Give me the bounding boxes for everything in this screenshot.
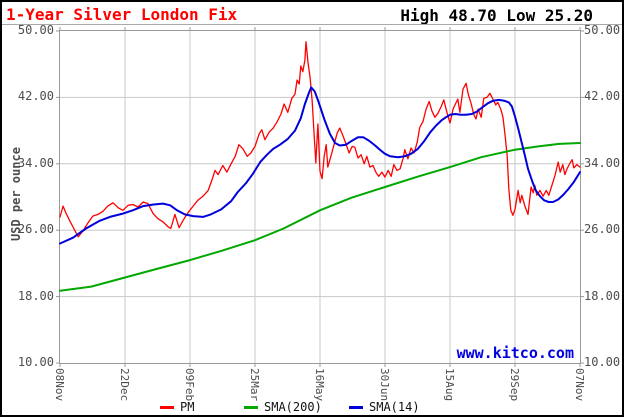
x-tick-label: 25Mar — [248, 368, 261, 402]
x-tick-label: 29Sep — [508, 368, 521, 402]
chart-title: 1-Year Silver London Fix — [6, 5, 238, 24]
legend-label-sma200: SMA(200) — [264, 400, 322, 414]
legend-label-pm: PM — [180, 400, 195, 414]
x-tick-label: 16May — [313, 368, 326, 402]
chart-legend: PM SMA(200) SMA(14) — [2, 400, 622, 415]
title-divider — [2, 24, 622, 25]
series-sma-200- — [59, 142, 581, 292]
y-tick-label-left: 18.00 — [17, 289, 54, 303]
y-tick-label-right: 10.00 — [584, 355, 621, 369]
y-tick-label-right: 26.00 — [584, 222, 621, 236]
series-pm — [59, 41, 581, 238]
y-tick-label-left: 26.00 — [17, 222, 54, 236]
y-tick-label-left: 42.00 — [17, 89, 54, 103]
x-tick-label: 07Nov — [573, 368, 586, 402]
sma200-line-swatch — [244, 405, 258, 409]
legend-item-pm: PM — [160, 400, 194, 414]
y-tick-label-right: 18.00 — [584, 289, 621, 303]
y-tick-label-left: 10.00 — [17, 355, 54, 369]
high-low-readout: High 48.70 Low 25.20 — [400, 6, 593, 25]
sma14-line-swatch — [349, 405, 363, 409]
y-tick-label-right: 50.00 — [584, 23, 621, 37]
x-tick-label: 22Dec — [118, 368, 131, 402]
y-tick-label-right: 42.00 — [584, 89, 621, 103]
x-tick-label: 15Aug — [443, 368, 456, 402]
chart-canvas — [56, 27, 584, 367]
kitco-watermark-link[interactable]: www.kitco.com — [456, 344, 574, 362]
x-tick-label: 09Feb — [183, 368, 196, 402]
y-tick-label-left: 50.00 — [17, 23, 54, 37]
y-tick-label-right: 34.00 — [584, 156, 621, 170]
pm-line-swatch — [160, 405, 174, 409]
y-tick-label-left: 34.00 — [17, 156, 54, 170]
x-tick-label: 08Nov — [53, 368, 66, 402]
plot-area — [56, 27, 584, 367]
legend-item-sma200: SMA(200) — [244, 400, 322, 414]
series-sma-14- — [59, 86, 581, 245]
x-tick-label: 30Jun — [378, 368, 391, 402]
legend-label-sma14: SMA(14) — [369, 400, 420, 414]
legend-item-sma14: SMA(14) — [349, 400, 420, 414]
